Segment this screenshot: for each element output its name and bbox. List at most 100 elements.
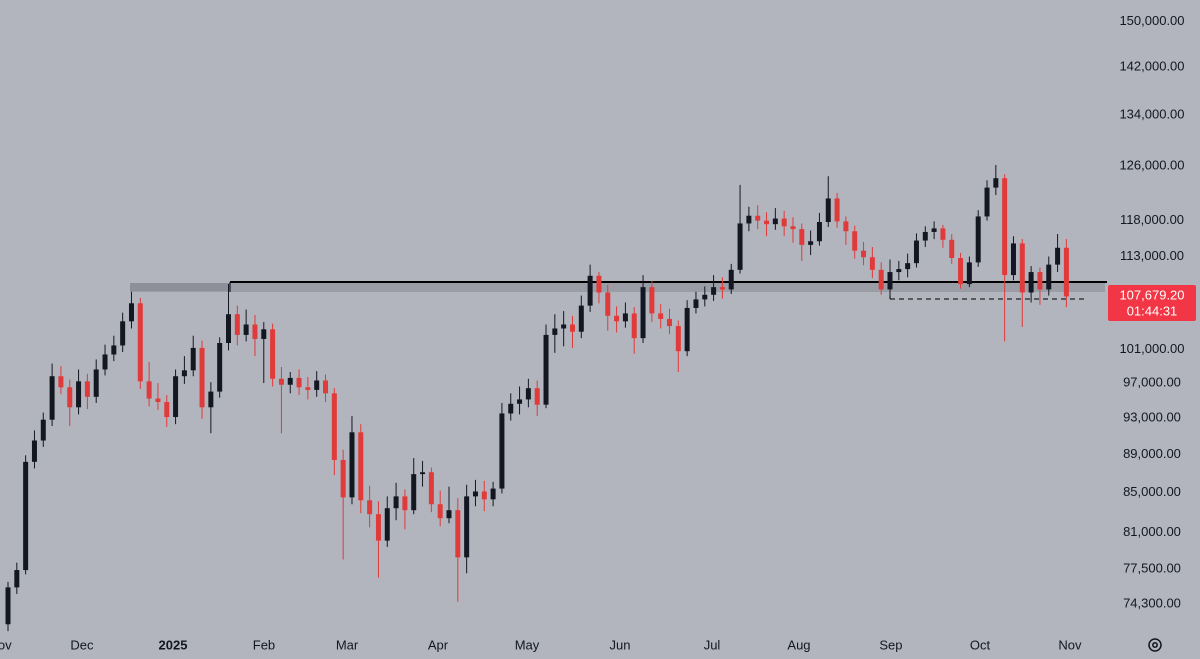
x-tick-label: Oct	[970, 637, 991, 652]
candle-body	[76, 381, 82, 408]
candle-body	[993, 178, 999, 188]
candle-body	[702, 294, 708, 300]
candle-body	[931, 228, 937, 232]
y-tick-label: 89,000.00	[1123, 446, 1181, 461]
candle-body	[199, 347, 205, 408]
candle-body	[640, 287, 646, 339]
candle-body	[984, 187, 990, 217]
price-box	[1108, 285, 1196, 321]
candle-body	[728, 269, 734, 290]
candle-body	[155, 398, 161, 403]
candle-body	[508, 403, 514, 414]
candle-body	[534, 388, 540, 405]
candle-body	[772, 218, 778, 225]
candle-body	[411, 474, 417, 511]
gear-ring[interactable]	[1148, 638, 1162, 652]
candle-body	[393, 496, 399, 509]
gear-hub[interactable]	[1152, 642, 1158, 648]
candle-body	[1063, 247, 1069, 297]
candle-body	[958, 257, 964, 285]
candle-body	[490, 488, 496, 500]
candle-body	[481, 491, 487, 500]
candle-body	[464, 496, 470, 558]
candle-body	[23, 461, 29, 571]
candle-body	[217, 343, 223, 392]
candle-body	[252, 324, 258, 339]
candle-body	[296, 377, 302, 388]
candle-body	[737, 223, 743, 270]
candle-body	[93, 369, 99, 397]
candle-body	[781, 218, 787, 227]
candle-body	[825, 198, 831, 223]
candle-body	[243, 324, 249, 335]
candle-body	[552, 328, 558, 335]
candle-body	[569, 324, 575, 332]
candle-body	[384, 508, 390, 541]
x-tick-label: Aug	[787, 637, 810, 652]
candle-body	[525, 388, 531, 400]
y-tick-label: 74,300.00	[1123, 595, 1181, 610]
candle-body	[667, 318, 672, 327]
candle-body	[234, 314, 240, 335]
candle-body	[349, 432, 355, 498]
candle-body	[614, 315, 620, 322]
candle-body	[49, 376, 55, 420]
candle-body	[1046, 264, 1052, 290]
candle-body	[420, 472, 426, 475]
candle-body	[261, 329, 267, 339]
y-tick-label: 101,000.00	[1119, 341, 1184, 356]
candle-body	[975, 216, 981, 263]
x-tick-label: May	[515, 637, 540, 652]
candle-body	[1002, 178, 1008, 276]
x-tick-label: Nov	[1058, 637, 1082, 652]
x-tick-label: Sep	[879, 637, 902, 652]
candle-body	[834, 198, 840, 222]
y-tick-label: 118,000.00	[1120, 212, 1184, 227]
countdown: 01:44:31	[1127, 303, 1178, 318]
candle-body	[561, 324, 567, 329]
candle-body	[949, 239, 955, 258]
candle-body	[31, 440, 37, 462]
candle-body	[1028, 272, 1034, 293]
candle-body	[146, 381, 152, 399]
candle-body	[887, 272, 893, 290]
candle-body	[905, 263, 911, 270]
candle-body	[375, 514, 381, 541]
y-tick-label: 85,000.00	[1123, 484, 1181, 499]
candle-body	[816, 222, 822, 242]
candle-body	[622, 313, 628, 322]
candle-body	[684, 307, 690, 352]
candle-body	[173, 376, 179, 418]
candle-body	[711, 287, 717, 295]
candle-body	[305, 387, 311, 390]
x-tick-label: Nov	[0, 637, 12, 652]
x-tick-label: Jun	[610, 637, 631, 652]
candle-body	[323, 380, 329, 394]
candle-body	[437, 504, 443, 519]
candles	[5, 164, 1069, 632]
candle-body	[746, 215, 752, 224]
x-tick-label: Mar	[336, 637, 359, 652]
y-tick-label: 93,000.00	[1123, 409, 1181, 424]
y-tick-label: 97,000.00	[1123, 374, 1181, 389]
y-tick-label: 113,000.00	[1120, 248, 1184, 263]
candle-body	[649, 287, 655, 314]
candle-body	[1010, 243, 1016, 276]
candle-body	[940, 228, 946, 240]
candle-body	[358, 432, 364, 501]
y-tick-label: 126,000.00	[1119, 158, 1184, 173]
candle-body	[861, 250, 867, 258]
candle-body	[120, 321, 126, 346]
candle-body	[84, 381, 90, 397]
candle-body	[587, 275, 593, 306]
candle-body	[719, 287, 725, 290]
candle-body	[605, 292, 611, 316]
candle-body	[181, 370, 187, 377]
candle-body	[287, 377, 293, 385]
candle-body	[270, 329, 276, 379]
settings-icon[interactable]	[1148, 638, 1162, 652]
candle-body	[596, 275, 602, 293]
candle-body	[799, 229, 805, 245]
candle-body	[693, 299, 699, 308]
